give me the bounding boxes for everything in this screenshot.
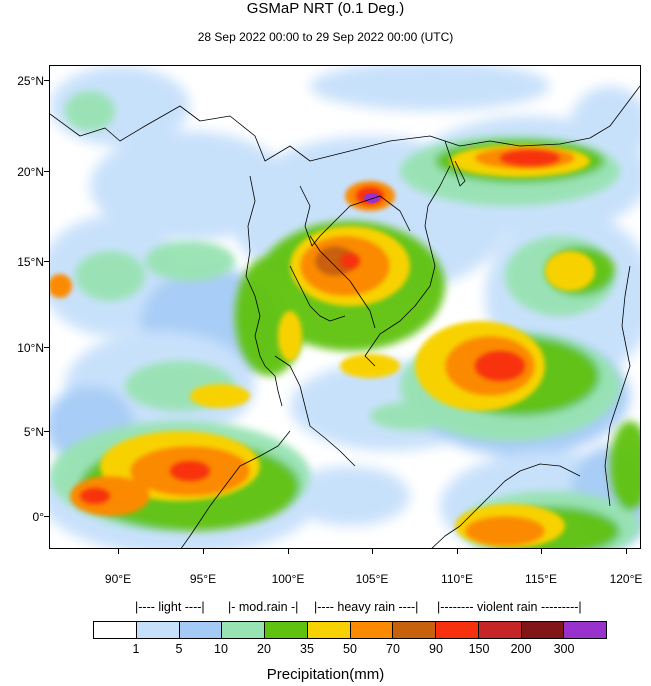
- lat-label-15n: 15°N: [17, 255, 44, 269]
- lon-tick: [457, 549, 458, 554]
- lat-label-20n: 20°N: [17, 165, 44, 179]
- lon-label-115e: 115°E: [525, 572, 557, 586]
- lat-tick: [44, 347, 49, 348]
- lon-label-110e: 110°E: [441, 572, 473, 586]
- precipitation-map: [49, 65, 641, 549]
- lat-tick: [44, 80, 49, 81]
- legend-label: 90: [429, 642, 443, 656]
- lon-label-90e: 90°E: [104, 572, 132, 586]
- legend-label: 50: [343, 642, 357, 656]
- legend-category-light: |---- light ----|: [135, 600, 205, 614]
- legend-swatch-10: [521, 622, 565, 638]
- legend-category-violent-rain: |-------- violent rain ---------|: [437, 600, 582, 614]
- legend-swatch-5: [307, 622, 351, 638]
- lat-label-0: 0°: [32, 510, 44, 524]
- lon-label-120e: 120°E: [609, 572, 643, 586]
- legend-swatch-11: [564, 622, 606, 638]
- legend-swatch-1: [136, 622, 180, 638]
- violent-rain-layer: [80, 150, 560, 504]
- legend-label: 200: [510, 642, 532, 656]
- lon-label-105e: 105°E: [355, 572, 389, 586]
- legend-swatch-0: [94, 622, 137, 638]
- lon-tick: [118, 549, 119, 554]
- map-title: GSMaP NRT (0.1 Deg.): [246, 0, 405, 17]
- lon-tick: [541, 549, 542, 554]
- legend-label: 10: [214, 642, 228, 656]
- legend-label: 20: [257, 642, 271, 656]
- legend-label: 5: [175, 642, 183, 656]
- legend-colorbar: [93, 621, 607, 639]
- legend-label: 1: [132, 642, 140, 656]
- lon-tick: [288, 549, 289, 554]
- lat-label-25n: 25°N: [17, 74, 44, 88]
- legend-category-mod-rain: |- mod.rain -|: [228, 600, 299, 614]
- legend-swatch-8: [436, 622, 479, 638]
- lat-tick: [44, 431, 49, 432]
- legend-category-heavy-rain: |---- heavy rain ----|: [314, 600, 419, 614]
- legend-swatch-2: [179, 622, 223, 638]
- legend-swatch-4: [265, 622, 308, 638]
- lat-label-5n: 5°N: [23, 425, 44, 439]
- lat-tick: [44, 171, 49, 172]
- extreme-rain-cell: [364, 193, 380, 203]
- coastlines: [50, 85, 640, 548]
- legend-swatch-9: [478, 622, 522, 638]
- map-subtitle: 28 Sep 2022 00:00 to 29 Sep 2022 00:00 (…: [197, 30, 454, 44]
- precipitation-map-canvas: [50, 66, 640, 548]
- lon-label-95e: 95°E: [189, 572, 217, 586]
- lon-tick: [626, 549, 627, 554]
- legend-swatch-3: [222, 622, 265, 638]
- lon-tick: [372, 549, 373, 554]
- lat-label-10n: 10°N: [17, 341, 44, 355]
- legend-categories: |---- light ----| |- mod.rain -| |---- h…: [135, 599, 625, 615]
- lon-label-100e: 100°E: [271, 572, 305, 586]
- lon-tick: [203, 549, 204, 554]
- legend-label: 300: [553, 642, 575, 656]
- legend-units: Precipitation(mm): [266, 666, 385, 683]
- legend-swatch-6: [350, 622, 394, 638]
- lat-tick: [44, 261, 49, 262]
- legend-swatch-7: [393, 622, 436, 638]
- legend-label: 35: [300, 642, 314, 656]
- lat-tick: [44, 516, 49, 517]
- legend-label: 70: [386, 642, 400, 656]
- legend-label: 150: [468, 642, 490, 656]
